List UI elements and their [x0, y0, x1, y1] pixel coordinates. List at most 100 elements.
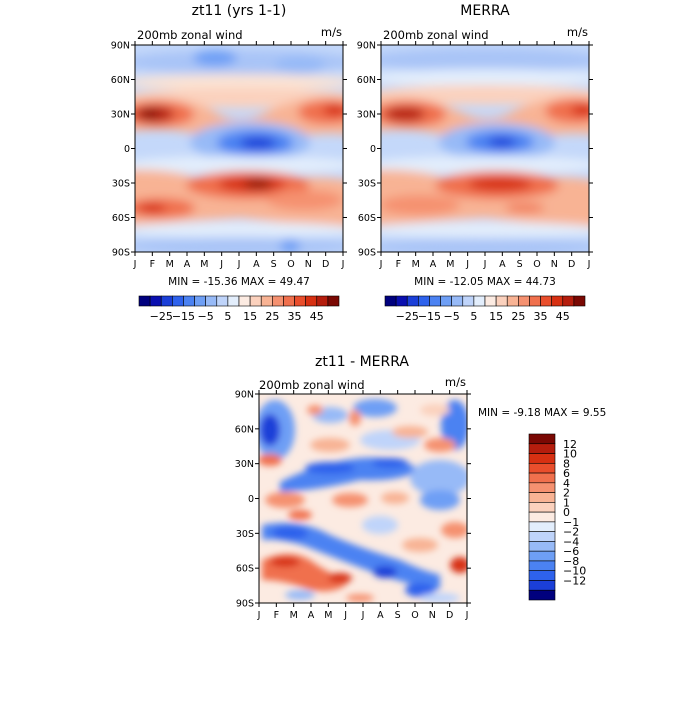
colorbar-swatch	[172, 295, 184, 307]
y-tick-label: 0	[124, 144, 130, 155]
y-tick-label: 30N	[111, 110, 130, 121]
minmax-label: MIN = -12.05 MAX = 44.73	[414, 276, 556, 288]
colorbar-label: 8	[563, 457, 570, 470]
colorbar-swatch	[529, 295, 541, 307]
y-tick-label: 30S	[112, 179, 130, 190]
colorbar-swatch	[418, 295, 430, 307]
x-tick-label: M	[166, 259, 174, 270]
colorbar-label: 0	[563, 506, 570, 519]
colorbar-swatch	[528, 521, 556, 532]
heatmap-field	[259, 394, 467, 603]
x-tick-label: N	[551, 259, 558, 270]
colorbar-swatch	[305, 295, 318, 307]
colorbar-label: 35	[534, 310, 548, 323]
x-tick-label: S	[517, 259, 523, 270]
colorbar-swatch	[260, 295, 273, 307]
colorbar-swatch	[528, 433, 556, 445]
x-tick-label: S	[395, 610, 401, 621]
x-tick-label: O	[287, 259, 294, 270]
colorbar-swatch	[528, 511, 556, 523]
colorbar-swatch	[528, 502, 556, 513]
panel-subtitle: 200mb zonal wind	[383, 28, 489, 42]
x-tick-label: F	[274, 610, 279, 621]
colorbar-label: −25	[150, 310, 173, 323]
x-tick-label: J	[379, 259, 383, 270]
x-tick-label: O	[533, 259, 540, 270]
x-tick-label: J	[237, 259, 241, 270]
colorbar-label: −5	[198, 310, 214, 323]
colorbar-label: −8	[563, 555, 579, 568]
colorbar-swatch	[528, 580, 556, 591]
x-tick-label: J	[361, 610, 365, 621]
colorbar-label: 5	[470, 310, 477, 323]
heatmap-field	[381, 45, 589, 252]
y-tick-label: 90S	[236, 599, 254, 610]
colorbar-label: −5	[444, 310, 460, 323]
colorbar-swatch	[451, 295, 464, 307]
colorbar-label: 15	[489, 310, 503, 323]
x-tick-label: J	[465, 259, 469, 270]
colorbar-swatch	[272, 295, 284, 307]
colorbar-swatch	[528, 443, 556, 454]
colorbar-swatch	[327, 295, 340, 307]
panel-units: m/s	[567, 25, 588, 39]
colorbar-swatch	[518, 295, 530, 307]
colorbar-swatch	[495, 295, 508, 307]
panel-merra: MERRA 200mb zonal wind m/s	[357, 3, 593, 323]
colorbar-swatch	[528, 560, 556, 572]
x-tick-label: J	[257, 610, 261, 621]
colorbar-swatch	[528, 589, 556, 601]
panel-subtitle: 200mb zonal wind	[137, 28, 243, 42]
colorbar: −25 −15 −5 5 15 25 35 45	[138, 295, 340, 323]
x-tick-label: A	[253, 259, 260, 270]
x-tick-label: S	[271, 259, 277, 270]
x-tick-label: N	[429, 610, 436, 621]
colorbar-swatch	[429, 295, 441, 307]
colorbar-swatch	[462, 295, 475, 307]
colorbar-swatch	[249, 295, 262, 307]
y-tick-label: 90N	[357, 41, 376, 52]
x-tick-label: J	[587, 259, 591, 270]
colorbar-swatch	[528, 482, 556, 493]
x-tick-label: M	[200, 259, 208, 270]
x-tick-label: M	[412, 259, 420, 270]
x-tick-label: A	[308, 610, 315, 621]
y-tick-label: 90N	[235, 390, 254, 401]
colorbar-swatch	[528, 531, 556, 542]
colorbar: −25 −15 −5 5 15 25 35 45	[384, 295, 586, 323]
x-tick-label: J	[483, 259, 487, 270]
y-tick-label: 90N	[111, 41, 130, 52]
colorbar-swatch	[528, 550, 556, 562]
y-tick-label: 0	[248, 494, 254, 505]
x-tick-label: M	[324, 610, 332, 621]
x-tick-label: J	[343, 610, 347, 621]
x-tick-label: F	[150, 259, 155, 270]
colorbar-swatch	[227, 295, 240, 307]
x-tick-label: J	[219, 259, 223, 270]
colorbar-label: 2	[563, 487, 570, 500]
x-tick-label: J	[341, 259, 345, 270]
colorbar-swatch	[216, 295, 229, 307]
heatmap-field	[135, 45, 343, 252]
colorbar-swatch	[484, 295, 497, 307]
panel-title: MERRA	[460, 3, 510, 19]
colorbar-swatch	[160, 295, 173, 307]
colorbar-label: 5	[224, 310, 231, 323]
x-tick-label: D	[322, 259, 329, 270]
colorbar-label: 10	[563, 448, 577, 461]
colorbar-label: 45	[310, 310, 324, 323]
y-tick-label: 60N	[235, 424, 254, 435]
colorbar-swatch	[573, 295, 586, 307]
colorbar-label: −25	[396, 310, 419, 323]
panel-model: zt11 (yrs 1-1) 200mb zonal wind m/s	[111, 3, 347, 323]
x-tick-label: J	[465, 610, 469, 621]
colorbar-swatch	[138, 295, 151, 307]
colorbar-label: 25	[265, 310, 279, 323]
colorbar-swatch	[384, 295, 397, 307]
colorbar-swatch	[194, 295, 206, 307]
x-tick-label: A	[430, 259, 437, 270]
colorbar-label: 6	[563, 467, 570, 480]
